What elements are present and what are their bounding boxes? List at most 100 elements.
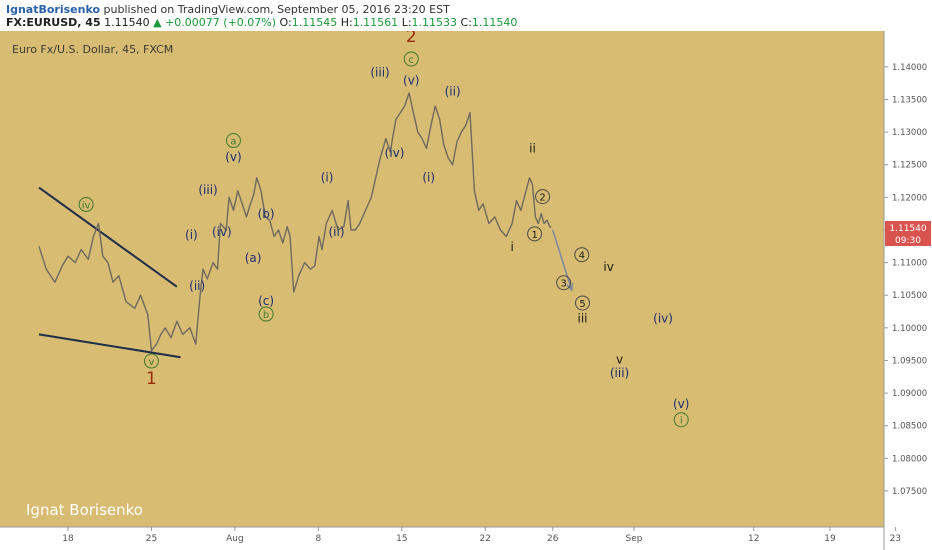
price-chart[interactable]: ivv1(i)(ii)(iii)(iv)(v)a(a)(b)(c)b(i)(ii… bbox=[0, 31, 932, 550]
y-tick-label-13: 1.08000 bbox=[892, 454, 927, 464]
x-tick-label-1: 18 bbox=[62, 534, 74, 544]
y-tick-label-11: 1.09000 bbox=[892, 389, 927, 399]
author-link[interactable]: IgnatBorisenko bbox=[6, 3, 101, 16]
price-line-1 bbox=[38, 92, 552, 352]
wave-label-13: b bbox=[263, 310, 269, 321]
plot-area bbox=[0, 31, 884, 527]
wave-label-2: v bbox=[148, 357, 154, 368]
wave-label-circle-25 bbox=[527, 226, 543, 242]
projection-line bbox=[552, 229, 573, 291]
last-price: 1.11540 bbox=[104, 16, 150, 29]
watermark: Ignat Borisenko bbox=[26, 501, 143, 519]
wave-label-circle-27 bbox=[574, 247, 590, 263]
wave-label-19: (v) bbox=[403, 73, 419, 87]
wave-label-5: (ii) bbox=[189, 279, 205, 293]
wave-label-33: v bbox=[616, 353, 623, 367]
y-tick-label-7: 1.11000 bbox=[892, 259, 927, 269]
trendlines bbox=[38, 186, 181, 359]
published-text: published on TradingView.com, September … bbox=[103, 3, 450, 16]
y-tick-label-4: 1.12500 bbox=[892, 161, 927, 171]
x-tick-label-11: 23 bbox=[890, 534, 901, 544]
wave-label-36: i bbox=[680, 416, 683, 427]
wave-label-17: 2 bbox=[406, 31, 417, 47]
wave-label-18: c bbox=[409, 55, 415, 66]
wave-label-29: 3 bbox=[560, 279, 566, 290]
publish-line: IgnatBorisenko published on TradingView.… bbox=[6, 3, 450, 16]
low-value: 1.11533 bbox=[411, 16, 458, 29]
wave-label-8: (v) bbox=[225, 150, 241, 164]
wave-label-6: (iii) bbox=[198, 183, 217, 197]
y-tick-label-8: 1.10500 bbox=[892, 291, 927, 301]
chart-header: IgnatBorisenko published on TradingView.… bbox=[0, 0, 932, 30]
high-label: H: bbox=[340, 16, 353, 29]
wave-label-25: 1 bbox=[531, 230, 537, 241]
x-tick-label-9: 12 bbox=[748, 534, 759, 544]
trendline-1 bbox=[38, 186, 178, 288]
countdown-tag-text: 09:30 bbox=[895, 236, 921, 246]
wave-label-circle-1 bbox=[78, 196, 94, 212]
y-tick-label-3: 1.13000 bbox=[892, 128, 927, 138]
x-tick-label-2: 25 bbox=[146, 534, 157, 544]
wave-label-31: iii bbox=[578, 312, 588, 326]
low-label: L: bbox=[401, 16, 412, 29]
wave-label-32: (iv) bbox=[653, 312, 673, 326]
last-price-tag bbox=[885, 221, 931, 234]
y-tick-label-14: 1.07500 bbox=[892, 487, 927, 497]
time-axis[interactable]: 18 25 Aug 8 15 22 26 Sep 12 19 23 bbox=[62, 527, 901, 544]
wave-label-10: (a) bbox=[245, 251, 262, 265]
trendline-2 bbox=[38, 333, 181, 359]
open-value: 1.11545 bbox=[291, 16, 338, 29]
wave-label-15: (ii) bbox=[328, 225, 344, 239]
last-price-tag-text: 1.11540 bbox=[889, 224, 926, 234]
countdown-tag bbox=[885, 234, 931, 246]
wave-label-16: (iii) bbox=[370, 66, 389, 80]
wave-labels: ivv1(i)(ii)(iii)(iv)(v)a(a)(b)(c)b(i)(ii… bbox=[78, 31, 689, 428]
x-tick-label-8: Sep bbox=[626, 534, 643, 544]
wave-label-34: (iii) bbox=[610, 366, 629, 380]
wave-label-11: (b) bbox=[258, 207, 275, 221]
wave-label-27: 4 bbox=[579, 251, 585, 262]
wave-label-30: 5 bbox=[579, 299, 585, 310]
wave-label-1: iv bbox=[82, 200, 91, 211]
x-tick-label-4: 8 bbox=[315, 534, 321, 544]
wave-label-3: 1 bbox=[146, 369, 157, 389]
x-tick-label-10: 19 bbox=[824, 534, 836, 544]
wave-label-26: i bbox=[510, 240, 513, 254]
y-tick-label-5: 1.12000 bbox=[892, 193, 927, 203]
wave-label-22: (ii) bbox=[445, 85, 461, 99]
wave-label-circle-24 bbox=[535, 189, 551, 205]
y-tick-label-12: 1.08500 bbox=[892, 422, 927, 432]
wave-label-circle-30 bbox=[575, 295, 591, 311]
wave-label-35: (v) bbox=[673, 397, 689, 411]
quote-line: FX:EURUSD, 45 1.11540 ▲ +0.00077 (+0.07%… bbox=[6, 16, 517, 29]
x-tick-label-7: 26 bbox=[547, 534, 559, 544]
wave-label-circle-2 bbox=[143, 353, 159, 369]
x-tick-label-6: 22 bbox=[480, 534, 491, 544]
wave-label-circle-13 bbox=[258, 306, 274, 322]
wave-label-4: (i) bbox=[185, 228, 198, 242]
open-label: O: bbox=[279, 16, 292, 29]
wave-label-21: (i) bbox=[422, 171, 435, 185]
wave-label-20: (iv) bbox=[385, 146, 405, 160]
wave-label-14: (i) bbox=[321, 171, 334, 185]
projection-arrowhead bbox=[566, 282, 574, 292]
price-axis[interactable]: 1.14000 1.13500 1.13000 1.12500 1.12000 1.115… bbox=[884, 63, 927, 497]
x-tick-label-5: 15 bbox=[396, 534, 407, 544]
y-tick-label-1: 1.14000 bbox=[892, 63, 927, 73]
close-label: C: bbox=[460, 16, 472, 29]
price-series bbox=[38, 92, 552, 352]
wave-label-23: ii bbox=[529, 141, 536, 155]
wave-label-28: iv bbox=[603, 260, 613, 274]
close-value: 1.11540 bbox=[471, 16, 518, 29]
wave-label-7: (iv) bbox=[212, 225, 232, 239]
y-tick-label-2: 1.13500 bbox=[892, 96, 927, 106]
wave-label-circle-18 bbox=[403, 51, 419, 67]
wave-label-24: 2 bbox=[539, 193, 545, 204]
y-tick-label-10: 1.09500 bbox=[892, 356, 927, 366]
wave-label-circle-29 bbox=[556, 275, 572, 291]
wave-label-circle-9 bbox=[225, 133, 241, 149]
wave-label-12: (c) bbox=[258, 294, 274, 308]
wave-label-9: a bbox=[230, 137, 236, 148]
projection-arrow bbox=[552, 229, 574, 292]
y-tick-label-9: 1.10000 bbox=[892, 324, 927, 334]
